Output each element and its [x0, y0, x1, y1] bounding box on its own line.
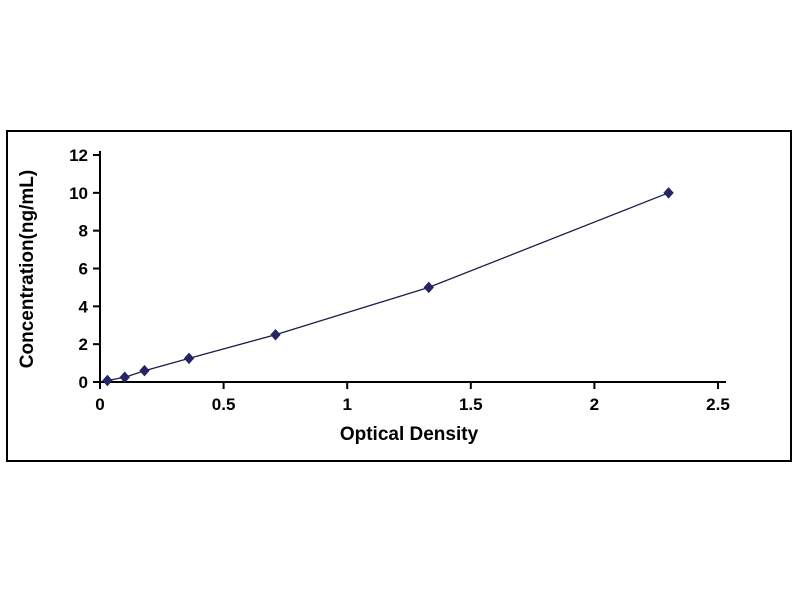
y-tick-label: 10 [69, 184, 88, 203]
x-tick-label: 0.5 [212, 395, 236, 414]
y-tick-label: 8 [79, 222, 88, 241]
x-axis-title: Optical Density [340, 424, 479, 445]
x-tick-label: 2.5 [706, 395, 730, 414]
data-point-marker [270, 328, 281, 341]
y-tick-label: 2 [79, 335, 88, 354]
y-tick-label: 0 [79, 373, 88, 392]
y-tick-label: 12 [69, 146, 88, 165]
y-tick-label: 4 [79, 297, 89, 316]
standard-curve-chart: 0 0.5 1 1.5 2 2.5 0 2 4 6 8 10 12 Optical Density Co… [6, 130, 792, 462]
data-point-marker [119, 371, 130, 384]
data-point-marker [139, 364, 150, 377]
data-point-marker [183, 352, 195, 365]
plot-area: 0 0.5 1 1.5 2 2.5 0 2 4 6 8 10 12 [69, 146, 730, 414]
data-point-marker [102, 374, 113, 387]
x-tick-label: 2 [590, 395, 599, 414]
x-tick-label: 1.5 [459, 395, 483, 414]
x-tick-label: 1 [342, 395, 351, 414]
y-tick-label: 6 [79, 260, 88, 279]
data-point-marker [423, 281, 434, 294]
y-axis-title: Concentration(ng/mL) [17, 170, 38, 368]
data-point-marker [663, 187, 674, 199]
x-tick-label: 0 [95, 395, 104, 414]
